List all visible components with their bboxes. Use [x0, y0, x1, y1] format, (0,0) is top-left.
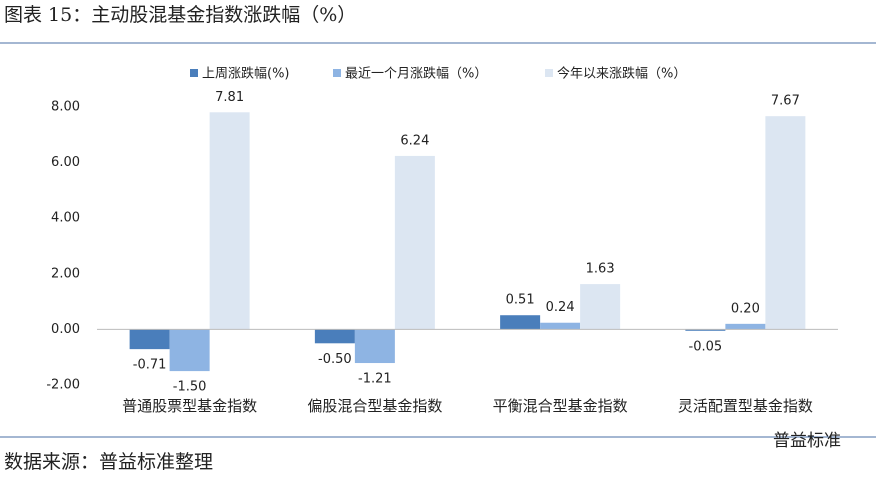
value-label: 6.24	[400, 133, 429, 148]
legend-swatch	[545, 69, 553, 77]
y-tick-label: 0.00	[51, 322, 80, 337]
bar	[314, 329, 355, 344]
watermark: 普益标准	[773, 431, 841, 451]
bar	[685, 329, 726, 331]
x-tick-label: 偏股混合型基金指数	[307, 397, 442, 415]
y-tick-label: -2.00	[46, 378, 80, 393]
legend-label: 今年以来涨跌幅（%）	[557, 66, 686, 82]
bar	[540, 322, 581, 330]
legend-label: 上周涨跌幅(%)	[202, 66, 290, 82]
value-label: 7.81	[215, 90, 244, 105]
bar	[580, 284, 621, 330]
value-label: 7.67	[771, 94, 800, 109]
y-tick-label: 4.00	[51, 211, 80, 226]
value-label: -1.21	[358, 372, 392, 387]
y-tick-label: 8.00	[51, 100, 80, 115]
y-tick-label: 2.00	[51, 266, 80, 281]
bar	[169, 329, 210, 372]
bar	[765, 116, 806, 330]
value-label: -0.71	[133, 358, 167, 373]
source-note: 数据来源：普益标准整理	[4, 451, 213, 473]
value-label: -0.50	[318, 352, 352, 367]
value-label: 0.24	[546, 300, 575, 315]
legend-swatch	[333, 69, 341, 77]
x-tick-label: 平衡混合型基金指数	[493, 397, 628, 415]
x-tick-label: 普通股票型基金指数	[122, 397, 257, 415]
bar	[354, 329, 395, 364]
value-label: 1.63	[586, 262, 615, 277]
value-label: 0.51	[506, 293, 535, 308]
legend-label: 最近一个月涨跌幅（%）	[345, 66, 487, 82]
bar	[209, 112, 250, 330]
chart-title: 图表 15：主动股混基金指数涨跌幅（%）	[4, 4, 356, 26]
value-label: 0.20	[731, 301, 760, 316]
legend-swatch	[190, 69, 198, 77]
bar	[129, 329, 170, 350]
value-label: -1.50	[173, 380, 207, 395]
y-tick-label: 6.00	[51, 155, 80, 170]
bar	[725, 323, 766, 330]
value-label: -0.05	[689, 339, 723, 354]
x-tick-label: 灵活配置型基金指数	[678, 397, 813, 415]
bar	[500, 315, 541, 330]
bar	[394, 155, 435, 330]
